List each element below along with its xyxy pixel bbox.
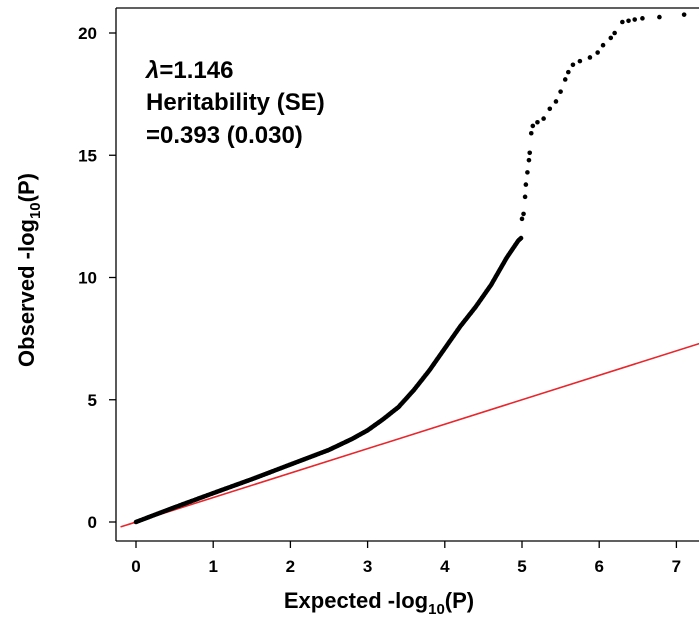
heritability-value: =0.393 (0.030) (146, 122, 303, 149)
qq-point (600, 42, 606, 48)
qq-point (570, 62, 576, 68)
qq-point (595, 50, 600, 55)
lambda-symbol: λ (144, 57, 159, 84)
x-tick-label: 1 (208, 557, 217, 576)
qq-point (518, 235, 524, 241)
qq-point (640, 16, 645, 21)
x-tick-label: 3 (363, 557, 372, 576)
x-axis-title-main: Expected -log (284, 588, 428, 613)
qq-point (558, 89, 563, 94)
qq-point (566, 69, 571, 75)
lambda-value: =1.146 (159, 57, 233, 84)
y-tick-label: 20 (78, 24, 97, 43)
qq-point (521, 211, 526, 217)
y-axis-title-sub: 10 (27, 202, 44, 219)
y-axis-title: Observed -log10(P) (14, 173, 44, 367)
y-axis-ticks: 0 5 10 15 20 (78, 24, 116, 532)
x-tick-label: 7 (672, 557, 681, 576)
qq-point (519, 216, 525, 222)
x-tick-label: 4 (440, 557, 450, 576)
y-tick-label: 10 (78, 269, 97, 288)
qq-point (535, 119, 540, 125)
qq-point (562, 77, 568, 82)
qq-point (523, 182, 529, 187)
qq-point (587, 55, 593, 60)
x-axis-ticks: 0 1 2 3 4 5 6 7 (131, 541, 681, 576)
qq-point (620, 19, 625, 25)
qq-point (530, 123, 536, 129)
y-axis-title-suffix: (P) (14, 173, 39, 202)
null-reference-line (120, 342, 699, 528)
x-axis-title-sub: 10 (428, 601, 445, 618)
qq-point (657, 14, 662, 20)
qq-point (608, 35, 614, 41)
qq-point (612, 30, 617, 36)
y-tick-label: 0 (88, 513, 97, 532)
qq-points (133, 12, 687, 525)
x-tick-label: 5 (517, 557, 526, 576)
qq-point (528, 130, 534, 136)
x-tick-label: 6 (594, 557, 603, 576)
qq-point (525, 170, 530, 175)
qq-point (547, 106, 553, 112)
reference-line (120, 342, 699, 528)
qq-point (577, 58, 583, 64)
qq-point (522, 194, 528, 200)
lambda-annotation: λ=1.146 (144, 57, 233, 84)
qq-point (526, 157, 532, 163)
y-axis-title-main: Observed -log (14, 219, 39, 367)
qq-point (632, 17, 638, 22)
qq-point (541, 116, 546, 121)
y-tick-label: 5 (88, 391, 97, 410)
qq-point (626, 18, 631, 24)
qq-point (681, 12, 687, 17)
x-tick-label: 2 (286, 557, 295, 576)
y-tick-label: 15 (78, 146, 97, 165)
x-tick-label: 0 (131, 557, 140, 576)
x-axis-title: Expected -log10(P) (284, 588, 474, 618)
x-axis-title-suffix: (P) (445, 588, 474, 613)
qq-point (527, 150, 533, 156)
heritability-label: Heritability (SE) (146, 89, 325, 116)
qq-point (553, 99, 559, 104)
